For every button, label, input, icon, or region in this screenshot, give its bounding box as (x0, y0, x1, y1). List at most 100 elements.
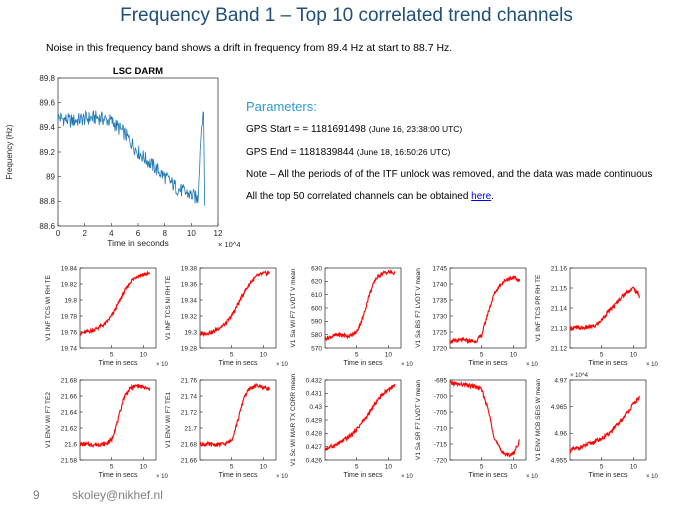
y-tick-label: 1735 (433, 297, 448, 304)
x-tick-label: 10 (385, 464, 393, 471)
x-tick-label: 10 (187, 229, 196, 238)
y-tick-label: -715 (434, 441, 447, 448)
y-tick-label: 21.14 (551, 305, 568, 312)
x-tick-label: 2 (82, 229, 87, 238)
y-tick-label: 88.6 (39, 222, 55, 231)
y-tick-label: 21.68 (61, 377, 78, 384)
series-line (199, 382, 271, 448)
gps-start-line: GPS Start = = 1181691498 (June 16, 23:38… (246, 118, 652, 141)
x-axis-multiplier: × 10^4 (401, 362, 413, 368)
y-axis-label: V1 Sc WI MAR TX CORR mean (290, 373, 297, 466)
y-tick-label: 89 (46, 172, 55, 181)
y-tick-label: 4.955 (551, 457, 568, 464)
author-email: skoley@nikhef.nl (72, 488, 163, 502)
x-tick-label: 5 (230, 464, 234, 471)
series-line (79, 270, 151, 336)
y-tick-label: 600 (311, 305, 322, 312)
y-tick-label: 4.965 (551, 404, 568, 411)
plot-frame (324, 267, 402, 349)
x-tick-label: 6 (136, 229, 141, 238)
y-tick-label: 21.64 (61, 409, 78, 416)
x-tick-label: 5 (355, 352, 359, 359)
y-tick-label: 88.8 (39, 197, 55, 206)
x-tick-label: 10 (260, 352, 268, 359)
y-tick-label: 19.38 (181, 265, 198, 272)
top50-line: All the top 50 correlated channels can b… (246, 186, 652, 208)
y-tick-label: 21.66 (181, 457, 198, 464)
series-line (569, 286, 641, 332)
y-tick-label: 89.2 (39, 148, 55, 157)
y-tick-label: 19.76 (61, 329, 78, 336)
y-tick-label: 570 (311, 345, 322, 352)
y-tick-label: 590 (311, 319, 322, 326)
y-axis-label: V1 Sa BS F7 LVDT V mean (415, 268, 422, 348)
x-axis-label: Time in secs (98, 472, 138, 479)
y-tick-label: -705 (434, 409, 447, 416)
y-tick-label: 0.432 (306, 377, 323, 384)
x-axis-multiplier: × 10^4 (218, 240, 240, 249)
x-tick-label: 5 (355, 464, 359, 471)
y-tick-label: 89.8 (39, 74, 55, 83)
plot-frame (199, 267, 277, 349)
y-tick-label: 21.68 (181, 441, 198, 448)
y-tick-label: 21.16 (551, 265, 568, 272)
y-tick-label: 19.36 (181, 281, 198, 288)
series-line (57, 109, 206, 206)
y-tick-label: 0.43 (309, 404, 322, 411)
y-axis-label: Frequency (Hz) (5, 124, 14, 179)
y-tick-label: -700 (434, 393, 447, 400)
y-tick-label: 21.7 (184, 425, 197, 432)
here-link[interactable]: here (471, 191, 492, 202)
series-line (449, 380, 521, 458)
y-tick-label: 4.97 (554, 377, 567, 384)
page-number: 9 (33, 488, 40, 502)
y-tick-label: 0.429 (306, 417, 323, 424)
series-line (569, 395, 641, 454)
x-axis-label: Time in secs (588, 472, 628, 479)
x-tick-label: 5 (230, 352, 234, 359)
y-tick-label: 4.96 (554, 431, 567, 438)
y-axis-label: V1 ENV MCB SEIS W mean (535, 379, 542, 461)
y-tick-label: 21.66 (61, 393, 78, 400)
top50-suffix: . (491, 191, 494, 202)
y-tick-label: 21.58 (61, 457, 78, 464)
note-text: Note – All the periods of of the ITF unl… (246, 169, 653, 180)
x-axis-label: Time in secs (468, 360, 508, 367)
x-axis-label: Time in secs (98, 360, 138, 367)
x-axis-multiplier: × 10^4 (156, 474, 168, 480)
x-axis-multiplier: × 10^4 (526, 362, 538, 368)
plot-frame (79, 267, 157, 349)
x-tick-label: 10 (510, 464, 518, 471)
x-tick-label: 5 (110, 464, 114, 471)
y-tick-label: 19.84 (61, 265, 78, 272)
x-axis-label: Time in seconds (107, 238, 169, 248)
y-tick-label: 0.427 (306, 444, 323, 451)
y-tick-label: 19.28 (181, 345, 198, 352)
lsc-darm-chart: 88.6 88.8 89 89.2 89.4 89.6 89.8 0 2 4 6 8 10 12 LSC D… (5, 66, 240, 249)
x-tick-label: 5 (480, 352, 484, 359)
x-axis-multiplier: × 10^4 (526, 474, 538, 480)
x-tick-label: 12 (214, 229, 223, 238)
series-line (199, 270, 270, 338)
slide-subtitle: Noise in this frequency band shows a dri… (46, 42, 453, 54)
y-tick-label: 21.62 (61, 425, 78, 432)
y-tick-label: 1745 (433, 265, 448, 272)
series-line (324, 268, 396, 342)
x-tick-label: 5 (110, 352, 114, 359)
top50-text: All the top 50 correlated channels can b… (246, 191, 472, 202)
x-axis-label: Time in secs (588, 360, 628, 367)
y-tick-label: 19.3 (184, 329, 197, 336)
y-tick-label: 1730 (433, 313, 448, 320)
y-tick-label: -695 (434, 377, 447, 384)
x-axis-label: Time in secs (343, 360, 383, 367)
y-tick-label: 19.82 (61, 281, 78, 288)
x-axis-multiplier: × 10^4 (646, 362, 658, 368)
x-tick-label: 10 (140, 464, 148, 471)
y-tick-label: -710 (434, 425, 447, 432)
y-axis-label: V1 Sa WI F7 LVDT V mean (290, 268, 297, 347)
x-tick-label: 8 (162, 229, 167, 238)
